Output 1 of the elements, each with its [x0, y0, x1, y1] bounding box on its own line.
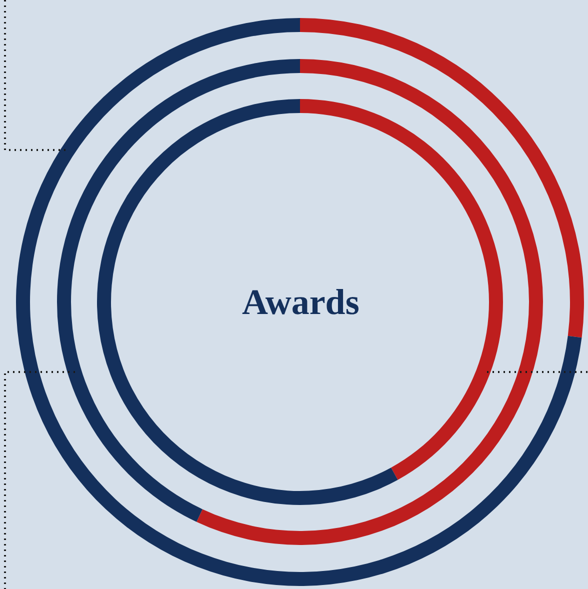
text: Awards — [242, 282, 360, 322]
